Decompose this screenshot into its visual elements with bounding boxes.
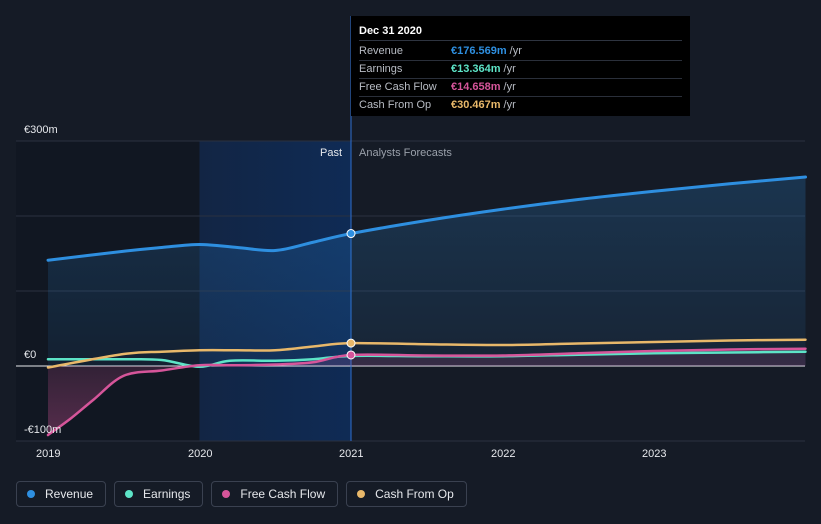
tooltip-row-free-cash-flow: Free Cash Flow €14.658m /yr [359, 79, 682, 97]
series-line-free-cash-flow [46, 347, 807, 437]
legend-label: Free Cash Flow [240, 487, 326, 501]
hover-point-free-cash-flow [346, 350, 356, 360]
y-tick-label: -€100m [24, 424, 62, 436]
legend-item-cash-from-op[interactable]: Cash From Op [346, 481, 467, 507]
y-tick-label: €300m [24, 124, 58, 136]
tooltip-unit: /yr [503, 99, 516, 111]
tooltip-label: Cash From Op [359, 99, 432, 111]
x-tick-label: 2023 [642, 448, 667, 460]
tooltip-unit: /yr [509, 45, 522, 57]
tooltip-unit: /yr [503, 81, 516, 93]
legend-dot-icon [357, 490, 366, 498]
legend-label: Earnings [143, 487, 191, 501]
tooltip: Dec 31 2020 Revenue €176.569m /yr Earnin… [351, 16, 690, 116]
tooltip-value: €176.569m [451, 45, 507, 57]
x-tick-label: 2019 [36, 448, 61, 460]
y-tick-label: €0 [24, 349, 37, 361]
legend-label: Revenue [45, 487, 94, 501]
tooltip-date: Dec 31 2020 [359, 24, 682, 41]
legend-dot-icon [125, 490, 134, 498]
forecast-label: Analysts Forecasts [359, 147, 452, 159]
legend-label: Cash From Op [375, 487, 454, 501]
tooltip-row-cash-from-op: Cash From Op €30.467m /yr [359, 97, 682, 114]
past-label: Past [320, 147, 343, 159]
tooltip-label: Revenue [359, 45, 404, 57]
free-cash-flow-area [48, 348, 806, 435]
x-tick-label: 2021 [339, 448, 364, 460]
legend-dot-icon [27, 490, 35, 498]
tooltip-unit: /yr [503, 63, 516, 75]
tooltip-value: €30.467m [451, 99, 501, 111]
tooltip-value: €13.364m [451, 63, 501, 75]
hover-point-revenue [346, 229, 356, 239]
legend-item-revenue[interactable]: Revenue [16, 481, 107, 507]
legend-dot-icon [222, 490, 231, 498]
legend-item-earnings[interactable]: Earnings [114, 481, 204, 507]
legend-item-free-cash-flow[interactable]: Free Cash Flow [211, 481, 339, 507]
tooltip-row-earnings: Earnings €13.364m /yr [359, 61, 682, 79]
series-line-cash-from-op [46, 338, 807, 369]
tooltip-label: Earnings [359, 63, 403, 75]
x-tick-label: 2020 [188, 448, 213, 460]
hover-point-cash-from-op [346, 338, 356, 348]
revenue-area [48, 177, 806, 366]
series-line-revenue [46, 175, 807, 262]
tooltip-label: Free Cash Flow [359, 81, 437, 93]
tooltip-row-revenue: Revenue €176.569m /yr [359, 43, 682, 61]
x-tick-label: 2022 [491, 448, 516, 460]
legend: Revenue Earnings Free Cash Flow Cash Fro… [16, 481, 467, 507]
tooltip-value: €14.658m [451, 81, 501, 93]
